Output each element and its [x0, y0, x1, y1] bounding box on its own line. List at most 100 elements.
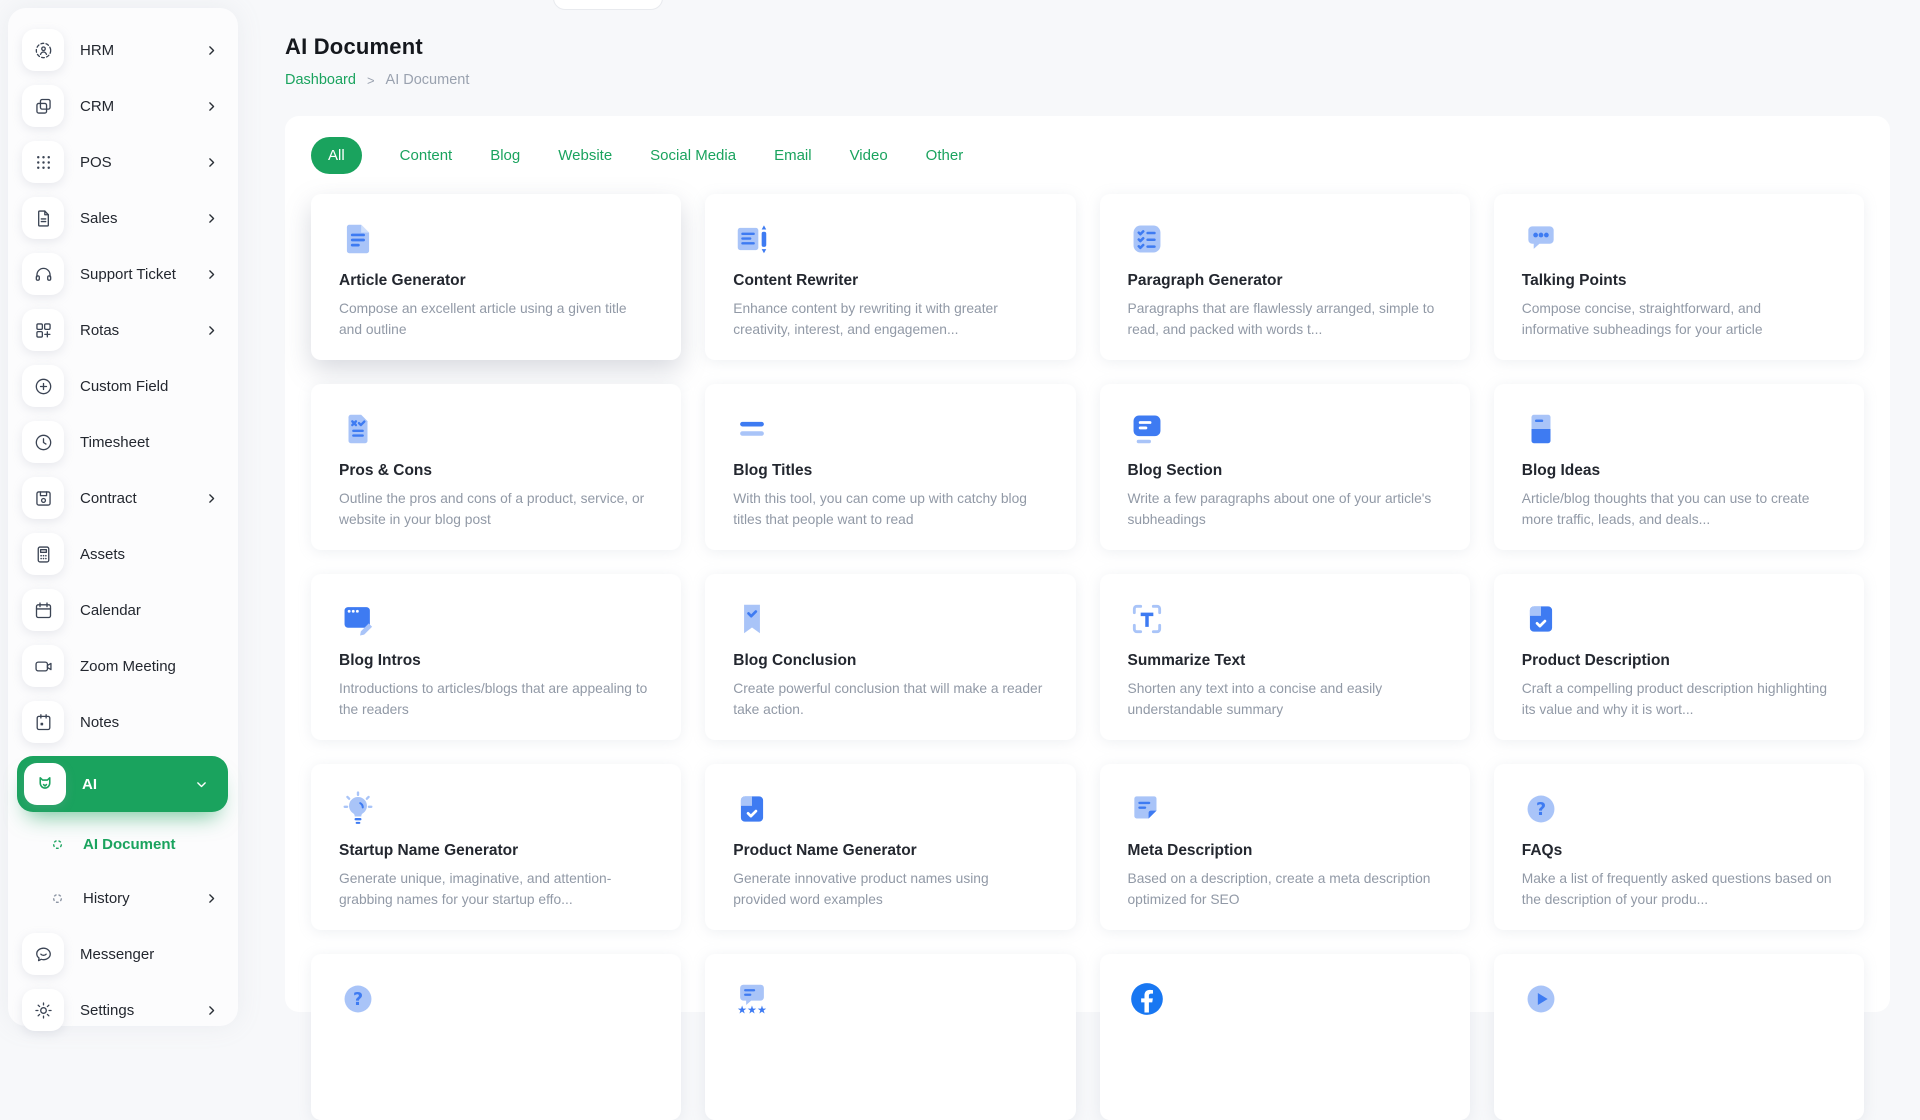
document-icon	[22, 197, 64, 239]
sidebar-item-custom-field[interactable]: Custom Field	[22, 364, 230, 408]
sidebar: HRM CRM POS Sales Support Ticket Rotas Custom …	[8, 8, 238, 1026]
sidebar-item-label: POS	[80, 154, 112, 171]
sidebar-item-history[interactable]: History	[22, 878, 230, 918]
dashed-circle-icon	[52, 893, 63, 904]
ai-tool-card[interactable]: ?	[311, 954, 681, 1120]
article-document-icon	[339, 220, 377, 258]
ai-tool-card[interactable]	[1494, 954, 1864, 1120]
chevron-right-icon	[205, 1004, 218, 1017]
sidebar-item-label: Rotas	[80, 322, 119, 339]
card-title: Blog Conclusion	[733, 652, 1047, 670]
tab-all[interactable]: All	[311, 137, 362, 174]
card-title: Blog Intros	[339, 652, 653, 670]
grid-dots-icon	[22, 141, 64, 183]
review-stars-icon: ★★★	[733, 980, 771, 1018]
sidebar-item-rotas[interactable]: Rotas	[22, 308, 230, 352]
plus-circle-icon	[22, 365, 64, 407]
card-description: Create powerful conclusion that will mak…	[733, 679, 1047, 721]
question-circle-icon: ?	[1522, 790, 1560, 828]
card-blog-conclusion[interactable]: Blog Conclusion Create powerful conclusio…	[705, 574, 1075, 740]
card-title: Talking Points	[1522, 272, 1836, 290]
sidebar-item-label: Zoom Meeting	[80, 658, 176, 675]
ai-tool-card[interactable]	[1100, 954, 1470, 1120]
ai-tool-card[interactable]: ★★★	[705, 954, 1075, 1120]
sidebar-item-sales[interactable]: Sales	[22, 196, 230, 240]
tab-social-media[interactable]: Social Media	[650, 147, 736, 164]
person-focus-icon	[22, 29, 64, 71]
sidebar-item-contract[interactable]: Contract	[22, 476, 230, 520]
sidebar-item-label: HRM	[80, 42, 114, 59]
sidebar-item-timesheet[interactable]: Timesheet	[22, 420, 230, 464]
category-tabs: All Content Blog Website Social Media Email Vi…	[311, 136, 1864, 174]
card-description: Compose concise, straightforward, and in…	[1522, 299, 1836, 341]
card-description: Write a few paragraphs about one of your…	[1128, 489, 1442, 531]
breadcrumb-dashboard-link[interactable]: Dashboard	[285, 72, 356, 88]
card-title: Blog Section	[1128, 462, 1442, 480]
card-talking-points[interactable]: Talking Points Compose concise, straightf…	[1494, 194, 1864, 360]
card-title: Content Rewriter	[733, 272, 1047, 290]
sidebar-item-label: Calendar	[80, 602, 141, 619]
sidebar-item-label: Assets	[80, 546, 125, 563]
sidebar-item-label: AI Document	[83, 836, 176, 853]
sidebar-item-ai[interactable]: AI	[17, 756, 228, 812]
sidebar-item-calendar[interactable]: Calendar	[22, 588, 230, 632]
card-title: Summarize Text	[1128, 652, 1442, 670]
svg-text:?: ?	[1536, 800, 1546, 820]
tab-blog[interactable]: Blog	[490, 147, 520, 164]
sidebar-item-zoom-meeting[interactable]: Zoom Meeting	[22, 644, 230, 688]
sidebar-item-hrm[interactable]: HRM	[22, 28, 230, 72]
sidebar-item-label: Support Ticket	[80, 266, 176, 283]
tab-email[interactable]: Email	[774, 147, 812, 164]
sidebar-item-crm[interactable]: CRM	[22, 84, 230, 128]
layout-plus-icon	[22, 309, 64, 351]
sidebar-item-label: CRM	[80, 98, 114, 115]
card-description: Based on a description, create a meta de…	[1128, 869, 1442, 911]
chevron-right-icon	[205, 892, 218, 905]
chevron-right-icon	[205, 100, 218, 113]
chevron-right-icon	[205, 44, 218, 57]
sidebar-item-ai-document[interactable]: AI Document	[22, 824, 230, 864]
sidebar-item-label: Sales	[80, 210, 118, 227]
play-circle-icon	[1522, 980, 1560, 1018]
sidebar-item-notes[interactable]: Notes	[22, 700, 230, 744]
double-lines-icon	[733, 410, 771, 448]
gear-icon	[22, 989, 64, 1031]
sidebar-item-messenger[interactable]: Messenger	[22, 932, 230, 976]
clipped-search-field[interactable]	[553, 0, 663, 10]
chevron-right-icon	[205, 156, 218, 169]
tab-other[interactable]: Other	[926, 147, 964, 164]
question-circle-icon: ?	[339, 980, 377, 1018]
chevron-right-icon	[205, 268, 218, 281]
card-description: Generate innovative product names using …	[733, 869, 1047, 911]
chevron-right-icon	[205, 492, 218, 505]
tab-video[interactable]: Video	[850, 147, 888, 164]
sidebar-item-support-ticket[interactable]: Support Ticket	[22, 252, 230, 296]
breadcrumb-current: AI Document	[386, 72, 470, 88]
sidebar-item-assets[interactable]: Assets	[22, 532, 230, 576]
tab-website[interactable]: Website	[558, 147, 612, 164]
card-blog-section[interactable]: Blog Section Write a few paragraphs about…	[1100, 384, 1470, 550]
notepad-icon	[22, 701, 64, 743]
sidebar-item-label: Timesheet	[80, 434, 149, 451]
svg-text:★★★: ★★★	[737, 1004, 767, 1017]
sidebar-item-settings[interactable]: Settings	[22, 988, 230, 1032]
tab-content[interactable]: Content	[400, 147, 453, 164]
sidebar-item-label: Notes	[80, 714, 119, 731]
sidebar-item-pos[interactable]: POS	[22, 140, 230, 184]
clock-icon	[22, 421, 64, 463]
fox-logo-icon	[24, 763, 66, 805]
sidebar-item-label: Messenger	[80, 946, 154, 963]
